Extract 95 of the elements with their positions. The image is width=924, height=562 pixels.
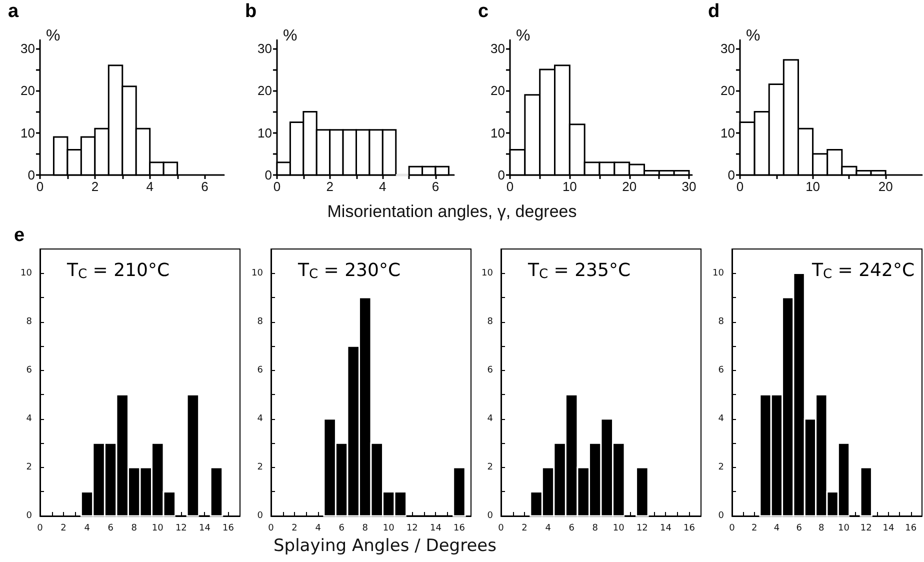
y-tick-label: 2: [718, 462, 724, 472]
y-tick-label: 30: [258, 40, 272, 56]
y-tick-label: 0: [26, 511, 32, 521]
x-tick-label: 4: [545, 524, 552, 534]
y-tick-label: 0: [487, 511, 494, 521]
y-tick-label: 10: [20, 268, 32, 278]
x-tick-label: 20: [878, 179, 893, 194]
x-tick-label: 2: [326, 179, 334, 194]
y-tick-label: 20: [490, 83, 505, 98]
x-tick-label: 2: [60, 524, 66, 534]
y-tick-label: 30: [20, 40, 35, 56]
y-tick-label: 0: [257, 511, 264, 521]
y-tick-label: 2: [26, 462, 32, 472]
x-tick-label: 16: [905, 524, 917, 534]
y-tick-label: 0: [498, 168, 505, 182]
x-tick-label: 6: [108, 524, 114, 534]
x-tick-label: 30: [682, 179, 696, 194]
y-tick-label: 0: [728, 168, 735, 182]
y-tick-label: 6: [487, 365, 494, 376]
y-tick-label: 4: [26, 414, 32, 424]
y-tick-label: 6: [26, 365, 32, 376]
x-tick-label: 12: [860, 524, 872, 534]
y-tick-label: 6: [718, 365, 724, 376]
x-tick-label: 16: [454, 524, 466, 534]
x-tick-label: 8: [592, 524, 598, 534]
x-tick-label: 14: [660, 524, 672, 534]
y-tick-label: 10: [490, 125, 505, 140]
y-tick-label: 8: [718, 316, 724, 327]
y-tick-label: 0: [718, 511, 724, 521]
x-tick-label: 10: [612, 524, 625, 534]
x-tick-label: 0: [37, 524, 44, 534]
y-tick-label: 0: [28, 168, 35, 182]
y-tick-label: 8: [26, 316, 32, 327]
x-tick-label: 10: [152, 524, 164, 534]
y-tick-label: 2: [487, 462, 493, 472]
x-tick-label: 14: [882, 524, 894, 534]
x-tick-label: 4: [774, 524, 780, 534]
y-tick-label: 20: [258, 83, 272, 98]
y-axis-title: %: [46, 28, 60, 44]
x-axis-title: Misorientation angles, γ, degrees: [326, 202, 578, 222]
x-tick-label: 12: [175, 524, 187, 534]
y-tick-label: 30: [490, 40, 505, 56]
y-tick-label: 10: [712, 268, 724, 278]
y-tick-label: 6: [257, 365, 264, 376]
y-tick-label: 4: [487, 414, 494, 424]
x-tick-label: 16: [684, 524, 696, 534]
y-tick-label: 20: [720, 83, 735, 98]
x-tick-label: 4: [379, 179, 386, 194]
x-tick-label: 10: [562, 179, 577, 194]
x-tick-label: 6: [432, 179, 440, 194]
text: d: [708, 1, 720, 22]
y-axis-title: %: [283, 28, 298, 44]
x-tick-label: 4: [146, 179, 154, 194]
y-tick-label: 10: [482, 268, 494, 278]
x-tick-label: 16: [222, 524, 234, 534]
x-tick-label: 6: [201, 179, 208, 194]
x-tick-label: 12: [406, 524, 418, 534]
x-tick-label: 2: [751, 524, 758, 534]
y-tick-label: 2: [257, 462, 263, 472]
x-tick-label: 14: [198, 524, 211, 534]
x-tick-label: 4: [315, 524, 322, 534]
y-tick-label: 0: [264, 168, 272, 182]
x-tick-label: 14: [430, 524, 442, 534]
x-tick-label: 2: [292, 524, 298, 534]
y-tick-label: 4: [718, 414, 724, 424]
x-tick-label: 8: [362, 524, 368, 534]
text: a: [8, 1, 19, 22]
y-tick-label: 8: [487, 316, 494, 327]
x-tick-label: 8: [818, 524, 825, 534]
x-tick-label: 6: [796, 524, 802, 534]
y-tick-label: 8: [257, 316, 264, 327]
y-tick-label: 10: [20, 125, 35, 140]
x-tick-label: 4: [84, 524, 90, 534]
y-tick-label: 20: [20, 83, 35, 98]
x-axis-title: Splaying Angles / Degrees: [272, 536, 498, 556]
y-tick-label: 4: [257, 414, 264, 424]
y-tick-label: 10: [720, 125, 735, 140]
x-tick-label: 12: [636, 524, 648, 534]
x-tick-label: 8: [131, 524, 138, 534]
x-tick-label: 20: [622, 179, 637, 194]
text: e: [14, 225, 25, 246]
x-tick-label: 2: [522, 524, 528, 534]
x-tick-label: 2: [91, 179, 99, 194]
x-tick-label: 6: [338, 524, 345, 534]
y-axis-title: %: [516, 28, 530, 44]
x-tick-label: 10: [806, 179, 820, 194]
y-tick-label: 30: [720, 40, 735, 56]
y-axis-title: %: [746, 28, 760, 44]
text: c: [478, 1, 489, 22]
x-tick-label: 6: [568, 524, 575, 534]
y-tick-label: 10: [252, 268, 264, 278]
text: b: [245, 1, 257, 22]
y-tick-label: 10: [258, 125, 272, 140]
x-tick-label: 10: [382, 524, 395, 534]
x-tick-label: 10: [838, 524, 850, 534]
